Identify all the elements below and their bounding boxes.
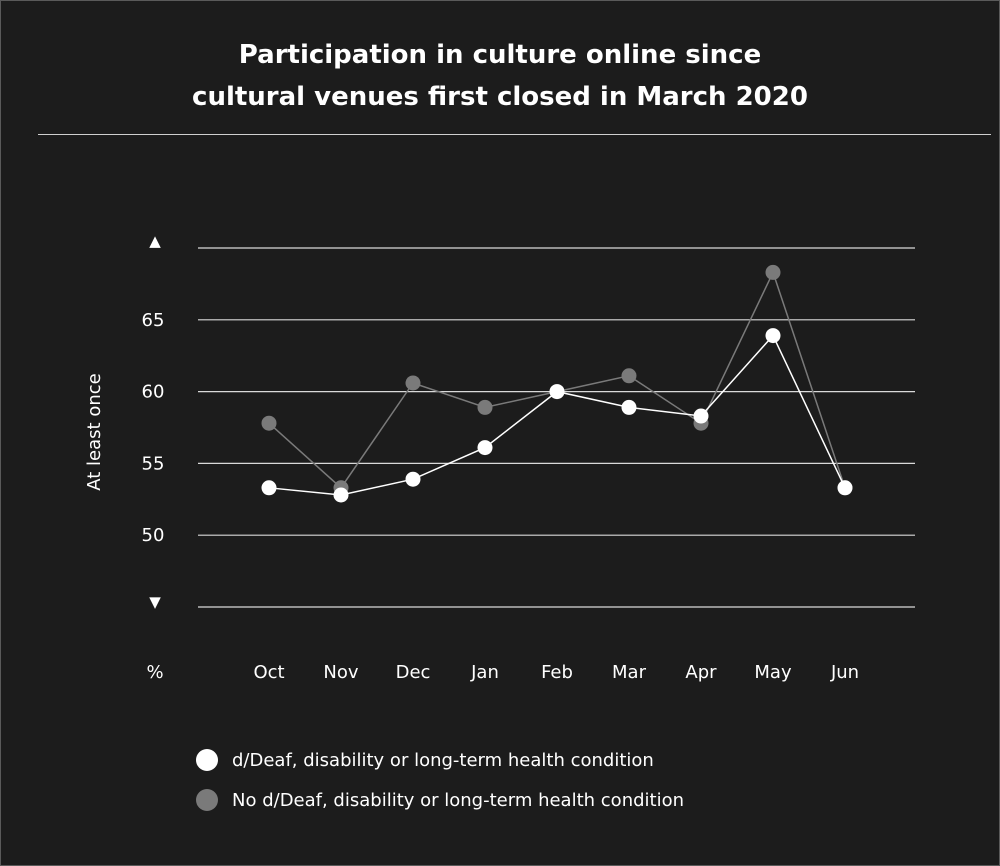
legend: d/Deaf, disability or long-term health c… bbox=[196, 746, 684, 826]
chart-title: Participation in culture online since cu… bbox=[0, 34, 1000, 118]
grid-lines bbox=[198, 247, 915, 608]
x-tick-label-may: May bbox=[754, 662, 792, 683]
x-axis-ticks: Oct Nov Dec Jan Feb Mar Apr May Jun bbox=[253, 662, 859, 683]
data-point-disability-feb bbox=[549, 384, 565, 400]
y-axis-ticks: 50 55 60 65 bbox=[142, 310, 165, 546]
x-tick-label-feb: Feb bbox=[541, 662, 573, 683]
data-point-no-disability-mar bbox=[621, 368, 637, 384]
title-divider bbox=[38, 134, 991, 135]
legend-swatch-no-disability bbox=[196, 789, 218, 811]
x-tick-label-nov: Nov bbox=[323, 662, 358, 683]
data-point-disability-jun bbox=[837, 480, 853, 496]
chart-title-line-2: cultural venues first closed in March 20… bbox=[192, 82, 808, 112]
data-point-disability-oct bbox=[261, 480, 277, 496]
y-tick-label-55: 55 bbox=[142, 453, 165, 474]
legend-item-no-disability: No d/Deaf, disability or long-term healt… bbox=[196, 786, 684, 814]
legend-label-no-disability: No d/Deaf, disability or long-term healt… bbox=[232, 789, 685, 811]
data-point-disability-dec bbox=[405, 471, 421, 487]
data-point-disability-nov bbox=[333, 487, 349, 503]
chart-title-line-1: Participation in culture online since bbox=[238, 40, 762, 70]
legend-item-disability: d/Deaf, disability or long-term health c… bbox=[196, 746, 684, 774]
x-tick-label-dec: Dec bbox=[396, 662, 431, 683]
data-series bbox=[261, 264, 853, 503]
series-line-no-disability bbox=[268, 270, 846, 489]
data-point-no-disability-jan bbox=[477, 399, 493, 415]
y-axis-unit: % bbox=[146, 662, 163, 683]
x-tick-label-jun: Jun bbox=[830, 662, 859, 683]
legend-swatch-disability bbox=[196, 749, 218, 771]
x-tick-label-jan: Jan bbox=[470, 662, 499, 683]
data-point-disability-apr bbox=[693, 408, 709, 424]
series-line-disability bbox=[268, 334, 846, 496]
x-tick-label-apr: Apr bbox=[685, 662, 717, 683]
data-point-disability-jan bbox=[477, 440, 493, 456]
data-point-no-disability-dec bbox=[405, 375, 421, 391]
data-point-disability-may bbox=[765, 328, 781, 344]
x-tick-label-oct: Oct bbox=[253, 662, 284, 683]
x-tick-label-mar: Mar bbox=[612, 662, 647, 683]
y-tick-label-50: 50 bbox=[142, 525, 165, 546]
axis-break-down-marker: ▼ bbox=[149, 593, 161, 611]
legend-label-disability: d/Deaf, disability or long-term health c… bbox=[232, 749, 654, 771]
axis-break-up-marker: ▲ bbox=[149, 232, 161, 250]
y-axis-label: At least once bbox=[84, 373, 105, 490]
y-tick-label-60: 60 bbox=[142, 382, 165, 403]
data-point-disability-mar bbox=[621, 399, 637, 415]
y-tick-label-65: 65 bbox=[142, 310, 165, 331]
data-point-no-disability-may bbox=[765, 264, 781, 280]
data-point-no-disability-oct bbox=[261, 415, 277, 431]
